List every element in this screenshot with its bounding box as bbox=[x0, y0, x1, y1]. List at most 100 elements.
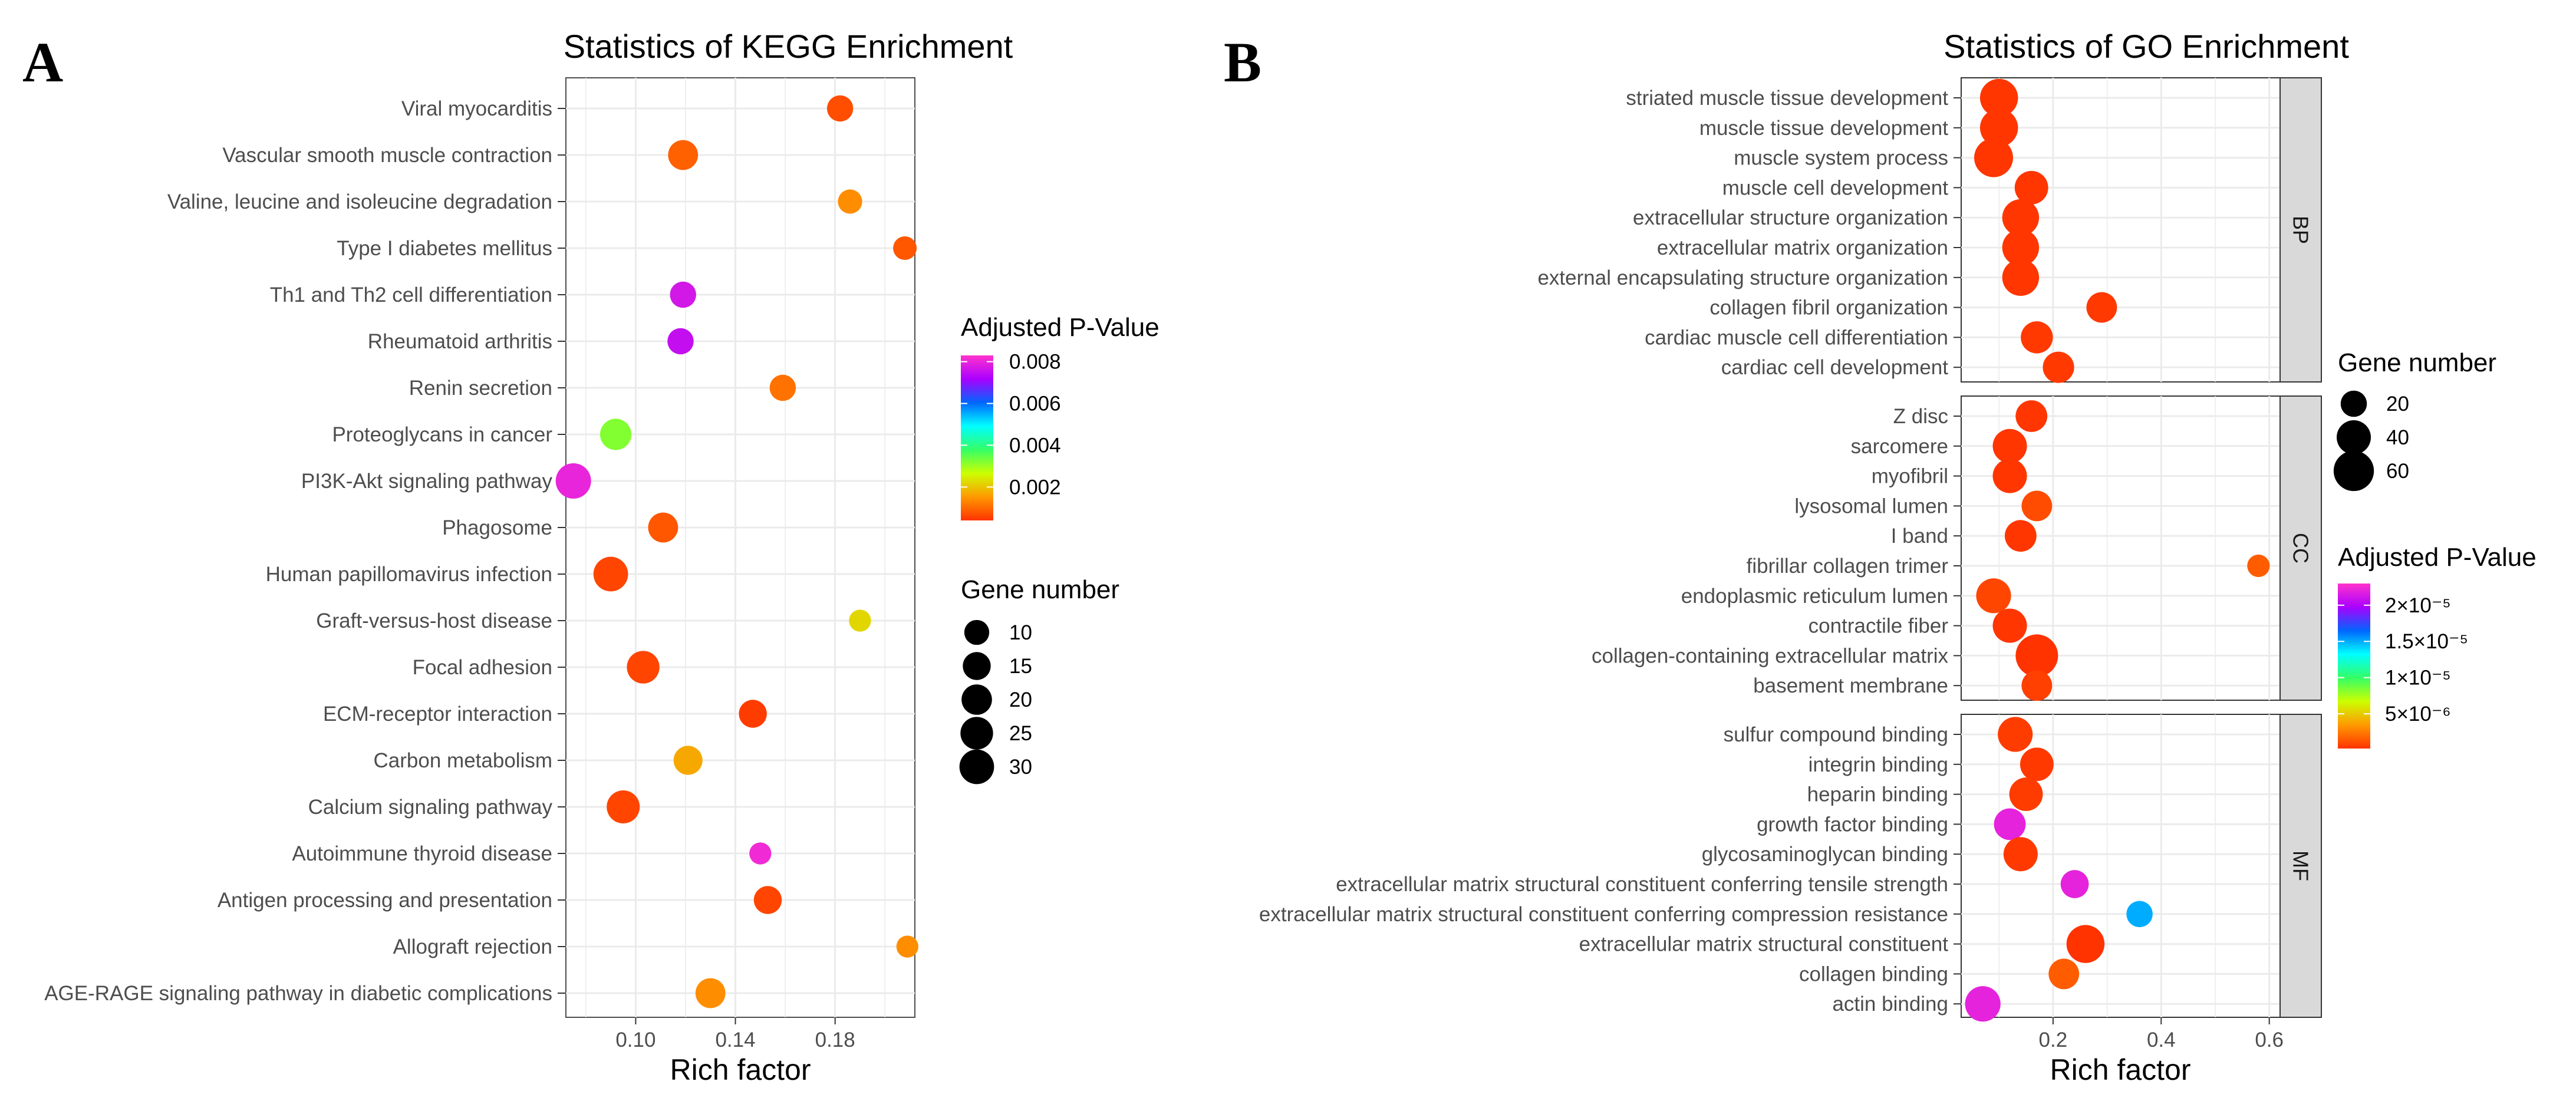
go-color-label: 5×10⁻⁶ bbox=[2385, 703, 2451, 726]
go-point bbox=[2015, 400, 2048, 432]
kegg-category-label: PI3K-Akt signaling pathway bbox=[301, 470, 553, 493]
go-category-label: cardiac cell development bbox=[1721, 356, 1948, 379]
go-facet-cc: Z disc sarcomere myofibril lysosomal lumen I… bbox=[1592, 395, 2322, 701]
go-facet-strip-label: MF bbox=[2289, 851, 2313, 881]
kegg-size-key bbox=[961, 684, 992, 715]
go-size-label: 20 bbox=[2386, 393, 2409, 416]
go-category-label: endoplasmic reticulum lumen bbox=[1681, 585, 1948, 608]
kegg-category-label: Renin secretion bbox=[409, 377, 552, 400]
go-color-label: 1.5×10⁻⁵ bbox=[2385, 630, 2468, 653]
kegg-size-key bbox=[964, 619, 990, 645]
go-category-label: collagen binding bbox=[1799, 962, 1948, 985]
kegg-point bbox=[838, 189, 862, 214]
kegg-size-legend: 10 15 20 25 30 bbox=[959, 619, 1032, 784]
go-category-label: extracellular matrix structural constitu… bbox=[1336, 873, 1948, 896]
kegg-x-tick-label: 0.14 bbox=[715, 1029, 755, 1051]
kegg-size-key bbox=[960, 717, 993, 750]
go-point bbox=[2015, 634, 2058, 677]
kegg-x-tick-label: 0.18 bbox=[815, 1029, 855, 1051]
kegg-plot-panel bbox=[565, 77, 915, 1018]
kegg-point bbox=[599, 418, 632, 450]
go-point bbox=[1976, 578, 2011, 614]
go-point bbox=[2009, 777, 2043, 812]
kegg-category-label: Valine, leucine and isoleucine degradati… bbox=[167, 190, 552, 213]
go-category-label: extracellular matrix structural constitu… bbox=[1579, 933, 1949, 956]
kegg-category-label: Viral myocarditis bbox=[401, 97, 552, 120]
go-category-label: external encapsulating structure organiz… bbox=[1537, 266, 1948, 289]
kegg-point bbox=[695, 978, 726, 1008]
kegg-grid bbox=[566, 78, 915, 1017]
go-category-label: fibrillar collagen trimer bbox=[1747, 555, 1949, 578]
go-point bbox=[1992, 428, 2027, 463]
kegg-point bbox=[896, 935, 918, 958]
kegg-size-key bbox=[959, 749, 994, 784]
kegg-x-axis-title: Rich factor bbox=[670, 1053, 811, 1086]
go-color-label: 1×10⁻⁵ bbox=[2385, 667, 2451, 690]
kegg-color-legend: 0.002 0.004 0.006 0.008 bbox=[961, 351, 1061, 499]
kegg-point bbox=[673, 746, 703, 775]
kegg-color-label: 0.006 bbox=[1009, 393, 1061, 416]
go-category-label: heparin binding bbox=[1807, 783, 1948, 806]
go-facet-bp: striated muscle tissue development muscle… bbox=[1537, 77, 2322, 383]
kegg-category-label: Rheumatoid arthritis bbox=[368, 330, 552, 353]
go-category-label: sarcomere bbox=[1851, 435, 1948, 458]
go-point bbox=[1998, 717, 2033, 752]
go-point bbox=[1965, 986, 2001, 1022]
kegg-size-label: 20 bbox=[1009, 688, 1032, 711]
go-point bbox=[2247, 554, 2270, 578]
kegg-category-label: ECM-receptor interaction bbox=[323, 703, 552, 726]
go-category-label: collagen-containing extracellular matrix bbox=[1592, 644, 1949, 667]
kegg-point bbox=[849, 609, 871, 632]
go-x-tick-label: 0.2 bbox=[2039, 1029, 2068, 1051]
go-point bbox=[2021, 490, 2053, 522]
go-category-label: I band bbox=[1891, 525, 1948, 548]
kegg-point bbox=[667, 328, 694, 355]
go-x-tick-label: 0.4 bbox=[2147, 1029, 2176, 1051]
go-size-key bbox=[2340, 390, 2367, 417]
go-size-key bbox=[2336, 420, 2371, 455]
kegg-size-label: 30 bbox=[1009, 756, 1032, 779]
kegg-point bbox=[749, 842, 772, 865]
kegg-color-bar bbox=[961, 355, 993, 520]
go-point bbox=[1992, 608, 2027, 643]
kegg-point bbox=[893, 236, 917, 260]
go-point bbox=[2003, 837, 2038, 872]
go-category-label: extracellular matrix organization bbox=[1657, 236, 1948, 259]
go-point bbox=[2020, 747, 2054, 782]
kegg-category-label: Calcium signaling pathway bbox=[308, 796, 553, 819]
kegg-category-label: Carbon metabolism bbox=[374, 749, 552, 772]
kegg-category-label: Human papillomavirus infection bbox=[266, 563, 552, 586]
kegg-category-label: Vascular smooth muscle contraction bbox=[222, 144, 552, 167]
go-category-label: basement membrane bbox=[1753, 674, 1948, 697]
kegg-color-label: 0.008 bbox=[1009, 351, 1061, 374]
go-facet-strip bbox=[2279, 714, 2322, 1018]
go-point bbox=[2126, 901, 2153, 928]
go-category-label: myofibril bbox=[1872, 465, 1948, 488]
go-point bbox=[2048, 958, 2080, 990]
kegg-size-label: 15 bbox=[1009, 655, 1032, 678]
kegg-points bbox=[555, 95, 918, 1008]
go-size-legend: 20 40 60 bbox=[2333, 390, 2409, 492]
go-category-label: growth factor binding bbox=[1757, 813, 1948, 836]
go-category-label: Z disc bbox=[1893, 405, 1948, 428]
go-title: Statistics of GO Enrichment bbox=[1943, 28, 2349, 65]
go-category-label: sulfur compound binding bbox=[1724, 723, 1948, 746]
kegg-point bbox=[555, 463, 591, 499]
go-point bbox=[2004, 520, 2037, 552]
go-category-label: actin binding bbox=[1832, 993, 1948, 1016]
go-category-label: cardiac muscle cell differentiation bbox=[1645, 326, 1948, 349]
kegg-category-label: Autoimmune thyroid disease bbox=[292, 842, 552, 865]
go-point bbox=[1979, 78, 2018, 117]
kegg-category-label: AGE-RAGE signaling pathway in diabetic c… bbox=[44, 982, 552, 1005]
go-point bbox=[2002, 259, 2040, 296]
panel-label-b: B bbox=[1224, 31, 1261, 94]
go-category-label: muscle cell development bbox=[1722, 176, 1949, 199]
go-category-label: extracellular structure organization bbox=[1633, 206, 1948, 229]
kegg-size-label: 25 bbox=[1009, 722, 1032, 745]
kegg-size-label: 10 bbox=[1009, 621, 1032, 644]
go-size-key bbox=[2333, 450, 2374, 492]
go-point bbox=[2043, 351, 2074, 383]
go-size-legend-title: Gene number bbox=[2338, 348, 2496, 377]
kegg-point bbox=[648, 512, 678, 543]
